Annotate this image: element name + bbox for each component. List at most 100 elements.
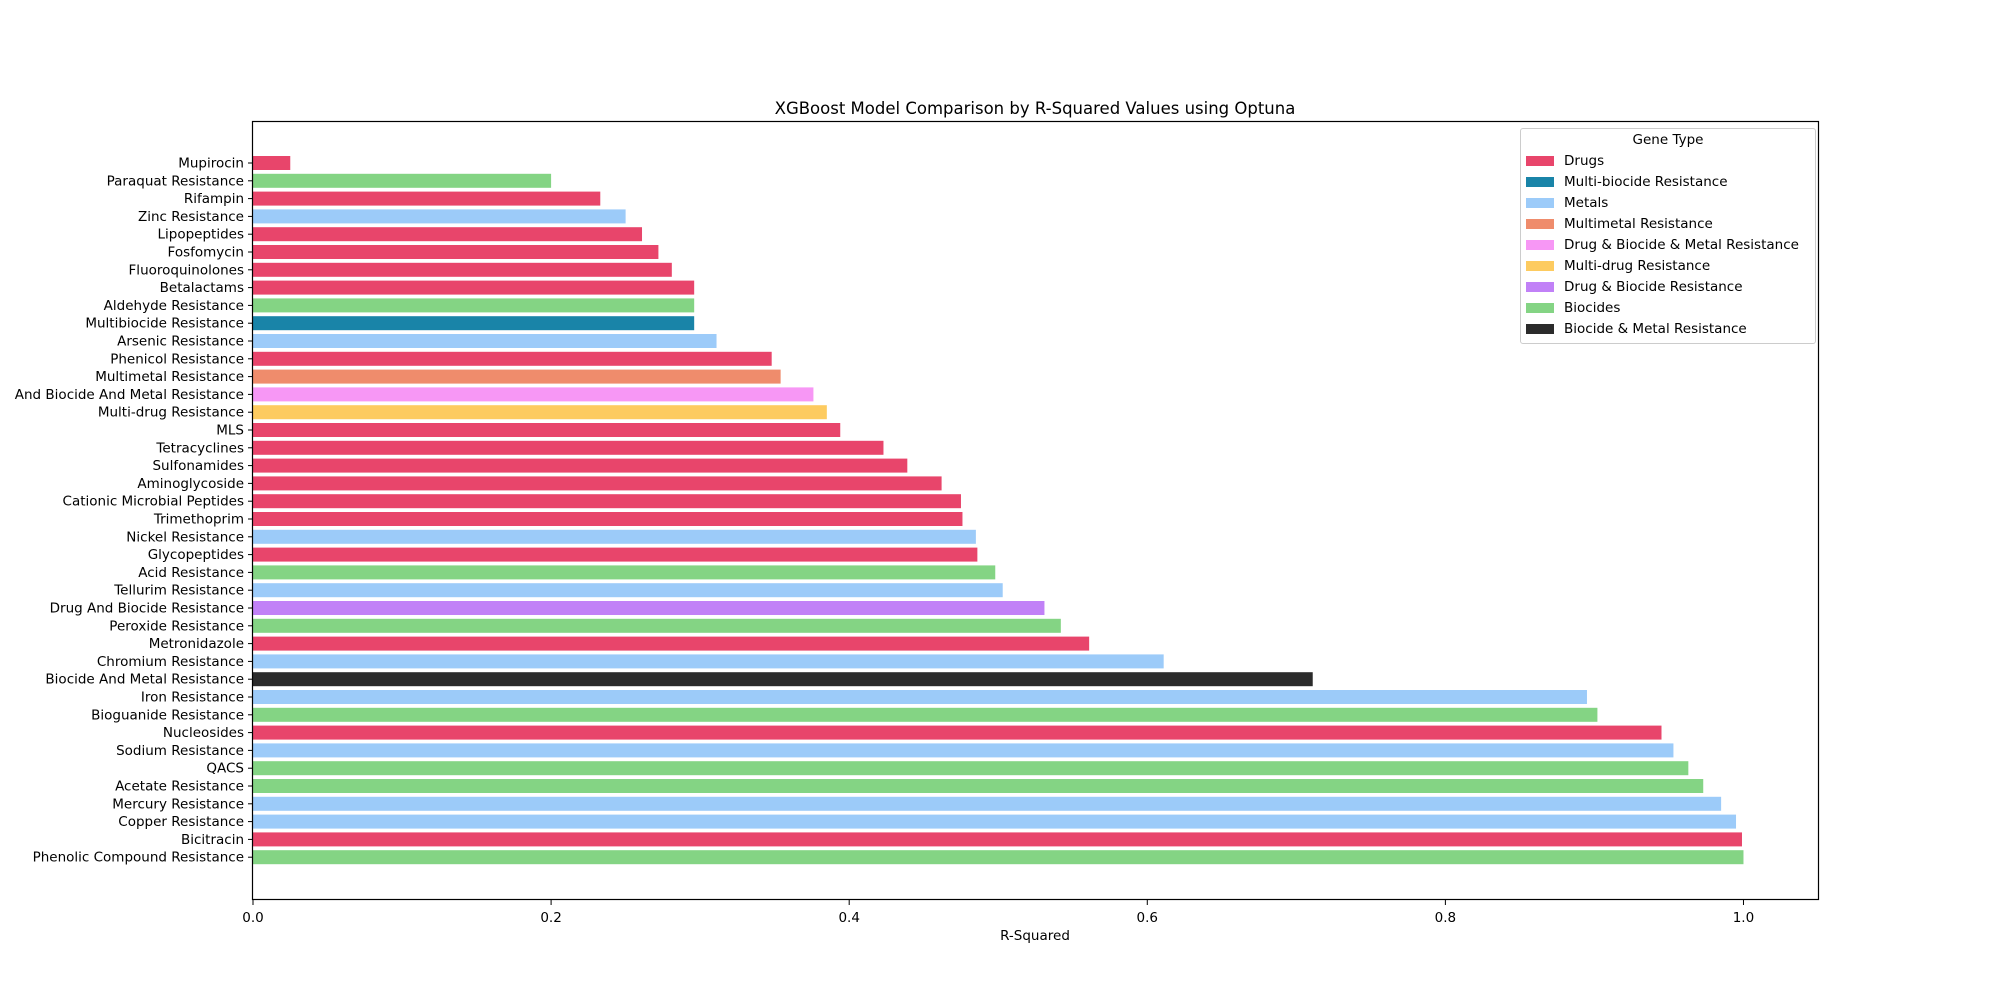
bar xyxy=(253,369,781,384)
y-tick-label: Chromium Resistance xyxy=(97,654,244,670)
bar xyxy=(253,814,1737,829)
legend-item: Drug & Biocide & Metal Resistance xyxy=(1526,236,1799,254)
y-tick-label: Lipopeptides xyxy=(158,227,245,243)
y-tick-label: Nickel Resistance xyxy=(126,529,244,545)
y-tick-label: Rifampin xyxy=(184,191,244,207)
legend-label: Multimetal Resistance xyxy=(1564,216,1713,232)
bar xyxy=(253,405,827,420)
bar xyxy=(253,529,976,544)
y-tick-label: Paraquat Resistance xyxy=(107,173,244,189)
legend-swatch xyxy=(1526,219,1554,229)
legend-label: Drug & Biocide Resistance xyxy=(1564,279,1743,295)
plot-frame xyxy=(251,120,1820,901)
bar xyxy=(253,209,626,224)
bar xyxy=(253,779,1704,793)
x-ticks: 0.0 0.2 0.4 0.6 0.8 1.0 xyxy=(242,900,1754,926)
y-tick-label: Bicitracin xyxy=(181,832,244,848)
y-tick-label: Copper Resistance xyxy=(118,814,244,830)
legend-label: Drugs xyxy=(1564,153,1605,169)
y-tick-label: Multimetal Resistance xyxy=(95,369,244,385)
bar xyxy=(253,583,1003,598)
y-tick-label: Mupirocin xyxy=(178,156,244,172)
legend-item: Biocide & Metal Resistance xyxy=(1526,320,1747,338)
bar xyxy=(253,796,1722,811)
legend-item: Metals xyxy=(1526,194,1608,212)
y-tick-label: Sulfonamides xyxy=(152,458,244,474)
legend: Gene Type Drugs Multi-biocide Resistance M… xyxy=(1520,128,1816,344)
y-tick-label: Nucleosides xyxy=(163,725,244,741)
bar xyxy=(253,458,908,473)
bar xyxy=(253,565,996,580)
bar xyxy=(253,440,884,455)
y-tick-label: Phenicol Resistance xyxy=(110,351,244,367)
y-tick-label: Betalactams xyxy=(160,280,244,296)
bar xyxy=(253,476,942,491)
bar xyxy=(253,743,1674,758)
y-tick-label: Mercury Resistance xyxy=(112,796,244,812)
y-tick-label: Multi-drug Resistance xyxy=(98,405,244,421)
x-tick-label: 0.4 xyxy=(838,910,859,926)
bar xyxy=(253,156,291,170)
y-tick-label: Acetate Resistance xyxy=(115,779,244,795)
bar xyxy=(253,298,695,313)
y-tick-label: MLS xyxy=(216,423,244,439)
y-tick-label: Bioguanide Resistance xyxy=(91,707,244,723)
bar xyxy=(253,316,695,331)
legend-label: Multi-drug Resistance xyxy=(1564,258,1711,274)
legend-title: Gene Type xyxy=(1632,132,1704,148)
y-tick-label: Arsenic Resistance xyxy=(117,334,244,350)
bar xyxy=(253,618,1061,633)
bar xyxy=(253,707,1598,722)
bar xyxy=(253,280,695,295)
y-tick-label: Zinc Resistance xyxy=(138,209,244,225)
y-tick-label: QACS xyxy=(206,761,244,777)
legend-label: Multi-biocide Resistance xyxy=(1564,174,1728,190)
legend-item: Drug & Biocide Resistance xyxy=(1526,278,1743,296)
y-tick-label: Fluoroquinolones xyxy=(129,262,244,278)
legend-swatch xyxy=(1526,324,1554,334)
bar xyxy=(253,423,841,437)
legend-label: Biocide & Metal Resistance xyxy=(1564,321,1747,337)
legend-item: Multi-drug Resistance xyxy=(1526,257,1710,275)
legend-swatch xyxy=(1526,261,1554,271)
legend-swatch xyxy=(1526,156,1554,166)
bar xyxy=(253,761,1689,776)
y-tick-label: Aminoglycoside xyxy=(137,476,244,492)
bar xyxy=(253,494,961,509)
legend-swatch xyxy=(1526,282,1554,292)
x-tick-label: 0.2 xyxy=(540,910,561,926)
legend-label: Biocides xyxy=(1564,300,1621,316)
bar xyxy=(253,601,1045,615)
bar xyxy=(253,547,978,562)
y-tick-label: Iron Resistance xyxy=(141,690,244,706)
y-tick-label: Fosfomycin xyxy=(168,245,244,261)
x-tick-label: 0.6 xyxy=(1137,910,1158,926)
bar xyxy=(253,636,1090,651)
bar xyxy=(253,672,1313,687)
legend-item: Drugs xyxy=(1526,152,1604,170)
y-tick-label: Acid Resistance xyxy=(138,565,244,581)
legend-swatch xyxy=(1526,198,1554,208)
legend-swatch xyxy=(1526,303,1554,313)
bar xyxy=(253,690,1587,704)
chart-title: XGBoost Model Comparison by R-Squared Va… xyxy=(775,99,1296,118)
x-axis-label: R-Squared xyxy=(1000,928,1070,944)
bar xyxy=(253,725,1662,740)
bar xyxy=(253,850,1744,865)
legend-swatch xyxy=(1526,240,1554,250)
x-tick-label: 0.0 xyxy=(242,910,263,926)
bar xyxy=(253,173,552,188)
y-tick-label: Glycopeptides xyxy=(148,547,244,563)
legend-swatch xyxy=(1526,177,1554,187)
bars-layer xyxy=(253,156,1744,865)
y-tick-label: Aldehyde Resistance xyxy=(104,298,244,314)
y-tick-label: Trimethoprim xyxy=(153,512,244,528)
bar xyxy=(253,351,772,366)
legend-item: Multimetal Resistance xyxy=(1526,215,1713,233)
legend-label: Drug & Biocide & Metal Resistance xyxy=(1564,237,1799,253)
y-tick-label: Drug And Biocide Resistance xyxy=(50,601,244,617)
y-tick-label: Metronidazole xyxy=(149,636,244,652)
